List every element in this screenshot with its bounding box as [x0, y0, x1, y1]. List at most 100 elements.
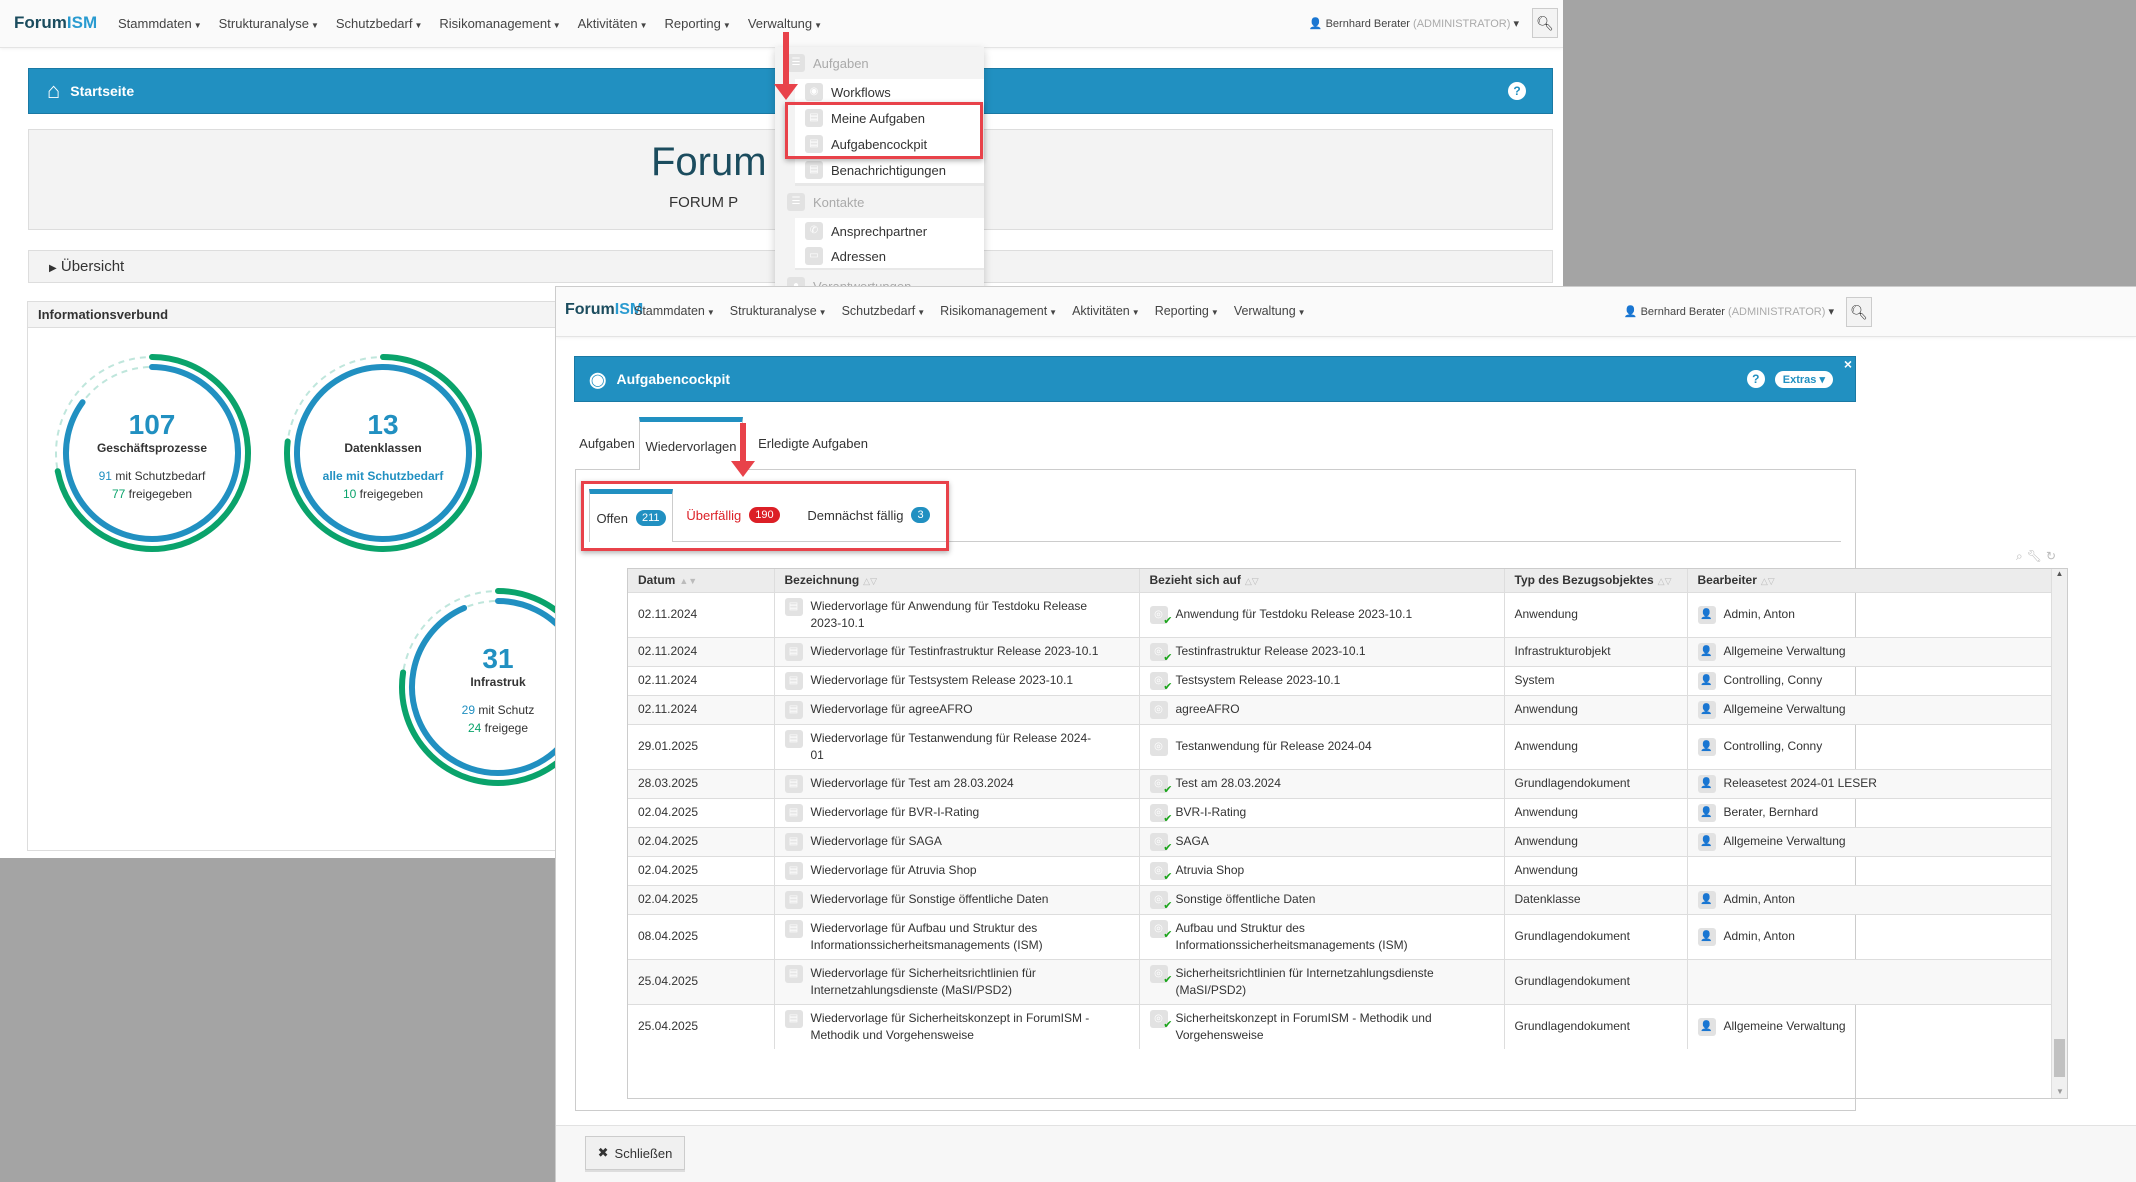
reference-cell[interactable]: ◎Aufbau und Struktur des Informationssic… [1139, 913, 1505, 959]
nav-strukturanalyse[interactable]: Strukturanalyse ▼ [218, 16, 319, 31]
bezeichnung-cell[interactable]: ▤ Wiedervorlage für Sicherheitskonzept in… [774, 1003, 1140, 1049]
bezeichnung-cell[interactable]: ▤ Wiedervorlage für Test am 28.03.2024 [774, 768, 1140, 798]
menu-item-benachrichtigungen[interactable]: ▤ Benachrichtigungen [795, 157, 984, 186]
reference-cell[interactable]: ◎SAGA [1139, 826, 1505, 857]
table-row[interactable]: 02.04.2025 ▤ Wiedervorlage für Sonstige öf… [628, 884, 2053, 915]
search-icon[interactable]: ⌕ [2016, 549, 2027, 563]
help-button[interactable]: ? [1746, 370, 1765, 388]
nav-reporting[interactable]: Reporting ▼ [664, 16, 731, 31]
table-row[interactable]: 25.04.2025 ▤ Wiedervorlage für Sicherheits… [628, 1003, 2053, 1049]
table-row[interactable]: 02.04.2025 ▤ Wiedervorlage für BVR-I-Ratin… [628, 797, 2053, 828]
bezeichnung-cell[interactable]: ▤ Wiedervorlage für BVR-I-Rating [774, 797, 1140, 827]
nav-schutzbedarf[interactable]: Schutzbedarf ▼ [841, 304, 926, 318]
bezeichnung-cell[interactable]: ▤ Wiedervorlage für Sonstige öffentliche … [774, 884, 1140, 914]
sort-icon[interactable]: △▽ [1657, 576, 1672, 587]
reference-cell[interactable]: ◎Atruvia Shop [1139, 855, 1505, 886]
refresh-icon[interactable]: ↻ [2045, 549, 2061, 563]
nav-verwaltung[interactable]: Verwaltung ▼ [747, 16, 823, 31]
nav-risikomanagement[interactable]: Risikomanagement ▼ [439, 16, 561, 31]
bezeichnung-cell[interactable]: ▤ Wiedervorlage für Testsystem Release 20… [774, 665, 1140, 695]
subtab-ueberfaellig[interactable]: Überfällig 190 [678, 489, 788, 541]
bezeichnung-cell[interactable]: ▤ Wiedervorlage für Aufbau und Struktur d… [774, 913, 1140, 959]
close-icon[interactable]: × [1843, 356, 1853, 372]
bezeichnung-text: Wiedervorlage für Testinfrastruktur Rele… [810, 643, 1099, 658]
nav-stammdaten[interactable]: Stammdaten ▼ [634, 304, 715, 318]
logo[interactable]: ForumISM [565, 301, 643, 319]
bezeichnung-cell[interactable]: ▤ Wiedervorlage für Atruvia Shop [774, 855, 1140, 885]
nav-reporting[interactable]: Reporting ▼ [1154, 304, 1219, 318]
bezeichnung-cell[interactable]: ▤ Wiedervorlage für Sicherheitsrichtlinie… [774, 958, 1140, 1004]
table-row[interactable]: 02.11.2024 ▤ Wiedervorlage für Testsystem … [628, 665, 2053, 696]
table-row[interactable]: 29.01.2025 ▤ Wiedervorlage für Testanwendu… [628, 723, 2053, 769]
reference-cell[interactable]: ◎Sicherheitskonzept in ForumISM - Method… [1139, 1003, 1505, 1049]
reference-cell[interactable]: ◎Sicherheitsrichtlinien für Internetzahl… [1139, 958, 1505, 1004]
scroll-up-icon[interactable]: ▲ [2055, 569, 2064, 578]
table-row[interactable]: 02.04.2025▤Wiedervorlage für SAGA◎SAGAAn… [628, 826, 2053, 857]
scrollbar[interactable]: ▲ ▼ [2051, 569, 2067, 1098]
reference-cell[interactable]: ◎Test am 28.03.2024 [1139, 768, 1505, 799]
table-row[interactable]: 02.11.2024 ▤ Wiedervorlage für agreeAFRO ◎ a… [628, 694, 2053, 724]
nav-strukturanalyse[interactable]: Strukturanalyse ▼ [729, 304, 827, 318]
scroll-down-icon[interactable]: ▼ [2056, 1087, 2064, 1096]
reference-cell[interactable]: ◎Testsystem Release 2023-10.1 [1139, 665, 1505, 696]
sort-icon[interactable]: ▲▼ [679, 576, 698, 587]
sort-icon[interactable]: △▽ [1244, 576, 1259, 587]
column-header[interactable]: Datum ▲▼ [628, 569, 775, 592]
bezeichnung-cell[interactable]: ▤ Wiedervorlage für Testanwendung für Rel… [774, 723, 1140, 769]
frei-value: 10 [342, 487, 357, 501]
circle-chart[interactable] [54, 354, 251, 552]
user-menu[interactable]: 👤 Bernhard Berater (ADMINISTRATOR) ▾ [1623, 306, 1834, 318]
subtab-demnaechst-faellig[interactable]: Demnächst fällig 3 [796, 489, 941, 541]
nav-aktivitaeten[interactable]: Aktivitäten ▼ [1072, 304, 1140, 318]
nav-stammdaten[interactable]: Stammdaten ▼ [118, 16, 202, 31]
logo[interactable]: ForumISM [14, 13, 97, 33]
scrollbar-thumb[interactable] [2054, 1039, 2065, 1077]
reference-cell[interactable]: ◎ agreeAFRO [1139, 694, 1505, 724]
menu-item-aufgabencockpit[interactable]: ▤ Aufgabencockpit [795, 131, 984, 157]
menu-item-adressen[interactable]: ▭ Adressen [795, 244, 984, 270]
object-approved-icon: ◎ [1149, 803, 1172, 828]
table-row[interactable]: 02.11.2024 ▤ Wiedervorlage für Anwendung f… [628, 591, 2053, 637]
tab-erledigte-aufgaben[interactable]: Erledigte Aufgaben [758, 435, 868, 451]
nav-verwaltung[interactable]: Verwaltung ▼ [1233, 304, 1306, 318]
search-button[interactable]: 🔍︎ [1846, 297, 1872, 327]
menu-item-meine-aufgaben[interactable]: ▤ Meine Aufgaben [795, 105, 984, 131]
sort-icon[interactable]: △▽ [863, 576, 878, 587]
search-button[interactable]: 🔍︎ [1532, 8, 1558, 38]
table-row[interactable]: 08.04.2025 ▤ Wiedervorlage für Aufbau und … [628, 913, 2053, 959]
date-cell: 29.01.2025 [628, 723, 775, 769]
user-menu[interactable]: 👤 Bernhard Berater (ADMINISTRATOR) ▾ [1308, 18, 1519, 30]
table-row[interactable]: 25.04.2025 ▤ Wiedervorlage für Sicherheits… [628, 958, 2053, 1004]
nav-schutzbedarf[interactable]: Schutzbedarf ▼ [335, 16, 423, 31]
schutz-text: mit Schutz [478, 703, 535, 717]
tab-wiedervorlagen[interactable]: Wiedervorlagen [639, 417, 743, 470]
reference-cell[interactable]: ◎Anwendung für Testdoku Release 2023-10.… [1139, 591, 1505, 637]
help-button[interactable]: ? [1508, 82, 1526, 100]
table-row[interactable]: 02.11.2024 ▤ Wiedervorlage für Testinfrast… [628, 636, 2053, 667]
reference-cell[interactable]: ◎BVR-I-Rating [1139, 797, 1505, 828]
bezeichnung-cell[interactable]: ▤ Wiedervorlage für Testinfrastruktur Rel… [774, 636, 1140, 666]
table-row[interactable]: 28.03.2025 ▤ Wiedervorlage für Test am 28.… [628, 768, 2053, 799]
nav-risikomanagement[interactable]: Risikomanagement ▼ [940, 304, 1058, 318]
close-button[interactable]: ✖ Schließen [585, 1136, 685, 1170]
column-header[interactable]: Typ des Bezugsobjektes △▽ [1504, 569, 1688, 592]
bezeichnung-cell[interactable]: ▤ Wiedervorlage für Anwendung für Testdok… [774, 591, 1140, 637]
bezeichnung-cell[interactable]: ▤ Wiedervorlage für agreeAFRO [774, 694, 1140, 724]
subtab-offen[interactable]: Offen 211 [589, 489, 673, 542]
nav-aktivitaeten[interactable]: Aktivitäten ▼ [577, 16, 648, 31]
reference-cell[interactable]: ◎Testinfrastruktur Release 2023-10.1 [1139, 636, 1505, 667]
column-header[interactable]: Bezeichnung △▽ [774, 569, 1140, 592]
reference-cell[interactable]: ◎ Testanwendung für Release 2024-04 [1139, 723, 1505, 769]
wrench-icon[interactable]: 🔧︎ [2026, 549, 2046, 563]
table-row[interactable]: 02.04.2025 ▤ Wiedervorlage für Atruvia Sho… [628, 855, 2053, 886]
bezeichnung-cell[interactable]: ▤ Wiedervorlage für SAGA [774, 826, 1140, 856]
menu-item-ansprechpartner[interactable]: ✆ Ansprechpartner [795, 218, 984, 244]
menu-item-workflows[interactable]: ◉ Workflows [795, 79, 984, 105]
column-header[interactable]: Bezieht sich auf △▽ [1139, 569, 1505, 592]
circle-chart[interactable] [284, 354, 482, 552]
column-header[interactable]: Bearbeiter △▽ [1687, 569, 2053, 592]
tab-aufgaben[interactable]: Aufgaben [579, 435, 635, 451]
sort-icon[interactable]: △▽ [1760, 576, 1775, 587]
extras-button[interactable]: Extras ▾ [1774, 370, 1833, 388]
reference-cell[interactable]: ◎Sonstige öffentliche Daten [1139, 884, 1505, 915]
